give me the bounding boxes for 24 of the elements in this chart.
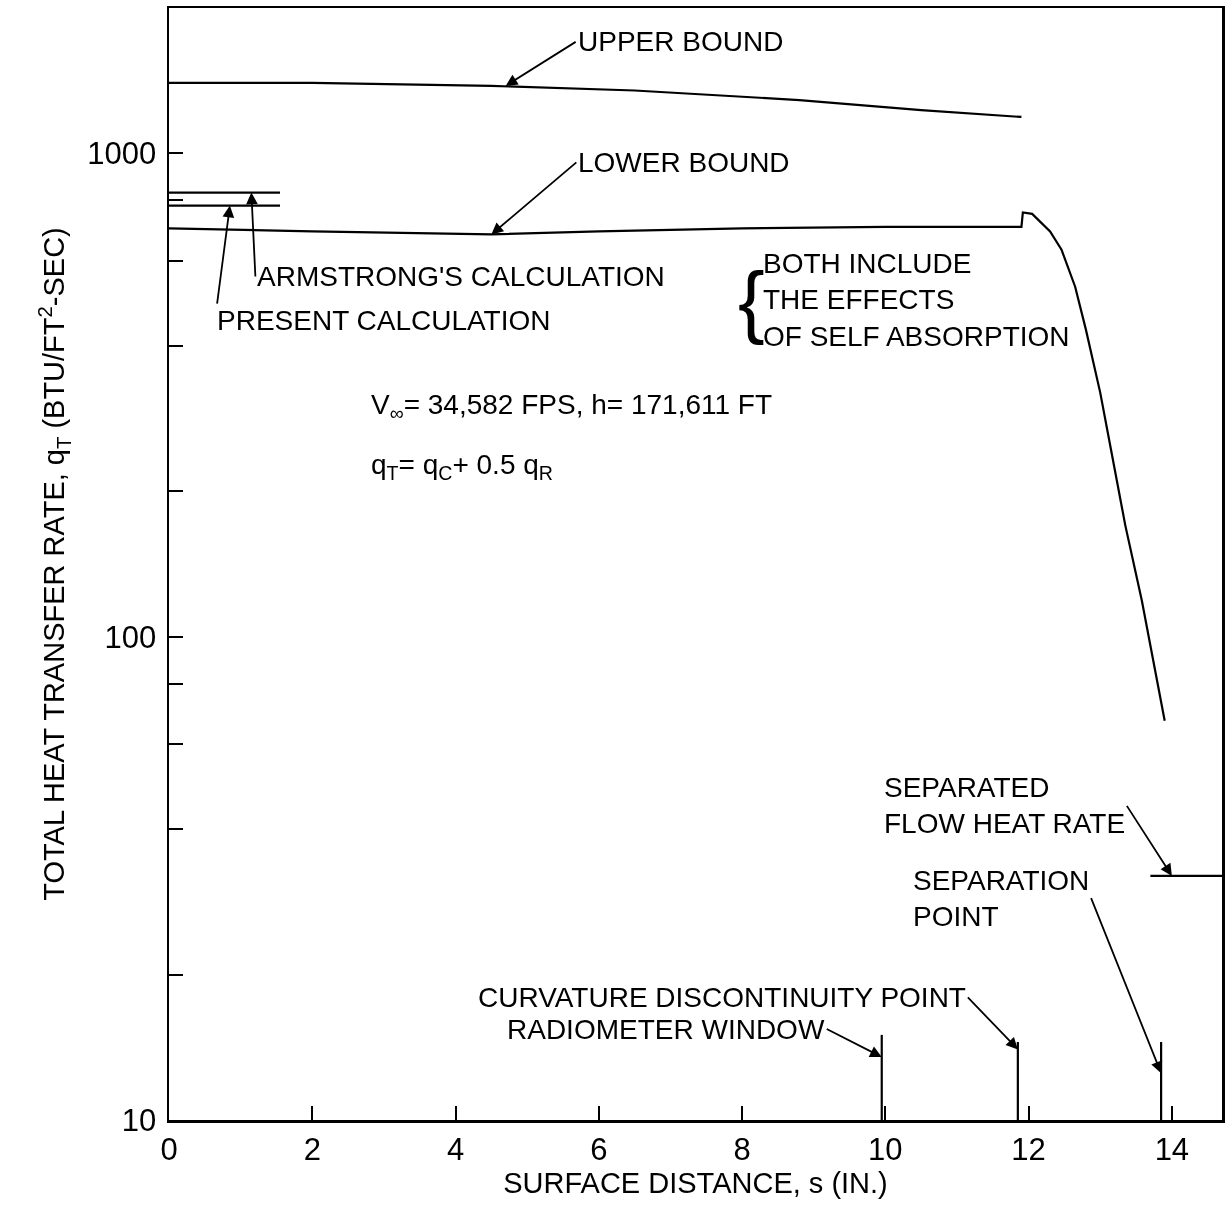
x-tick-label: 6 — [590, 1131, 608, 1167]
annotation: CURVATURE DISCONTINUITY POINT — [478, 982, 966, 1013]
annotation: ARMSTRONG'S CALCULATION — [257, 261, 665, 292]
x-tick-label: 4 — [446, 1131, 465, 1167]
y-tick-label: 100 — [104, 619, 157, 655]
annotation: SEPARATION POINT — [913, 865, 1090, 933]
y-tick-label: 1000 — [87, 136, 157, 172]
x-tick-label: 14 — [1154, 1131, 1190, 1167]
annotation: LOWER BOUND — [578, 147, 790, 178]
annotation: q$_{T}$= q$_{C}$+ 0.5 q$_{R}$ — [371, 449, 553, 484]
annotation: RADIOMETER WINDOW — [507, 1014, 825, 1045]
y-tick-label: 10 — [121, 1102, 157, 1138]
x-tick-label: 2 — [303, 1131, 321, 1167]
annotation: UPPER BOUND — [578, 26, 784, 57]
x-axis-title: SURFACE DISTANCE, s (IN.) — [503, 1166, 888, 1199]
annotation: PRESENT CALCULATION — [217, 305, 551, 336]
annotation: SEPARATED FLOW HEAT RATE — [884, 772, 1126, 840]
x-tick-label: 8 — [733, 1131, 751, 1167]
x-tick-label: 12 — [1011, 1131, 1046, 1167]
x-tick-label: 0 — [160, 1131, 178, 1167]
annotation: { — [738, 256, 765, 345]
x-tick-label: 10 — [868, 1131, 903, 1167]
annotation: BOTH INCLUDE THE EFFECTS OF SELF ABSORPTION — [763, 248, 1070, 352]
annotation: V$_{∞}$= 34,582 FPS, h= 171,611 FT — [371, 389, 773, 424]
